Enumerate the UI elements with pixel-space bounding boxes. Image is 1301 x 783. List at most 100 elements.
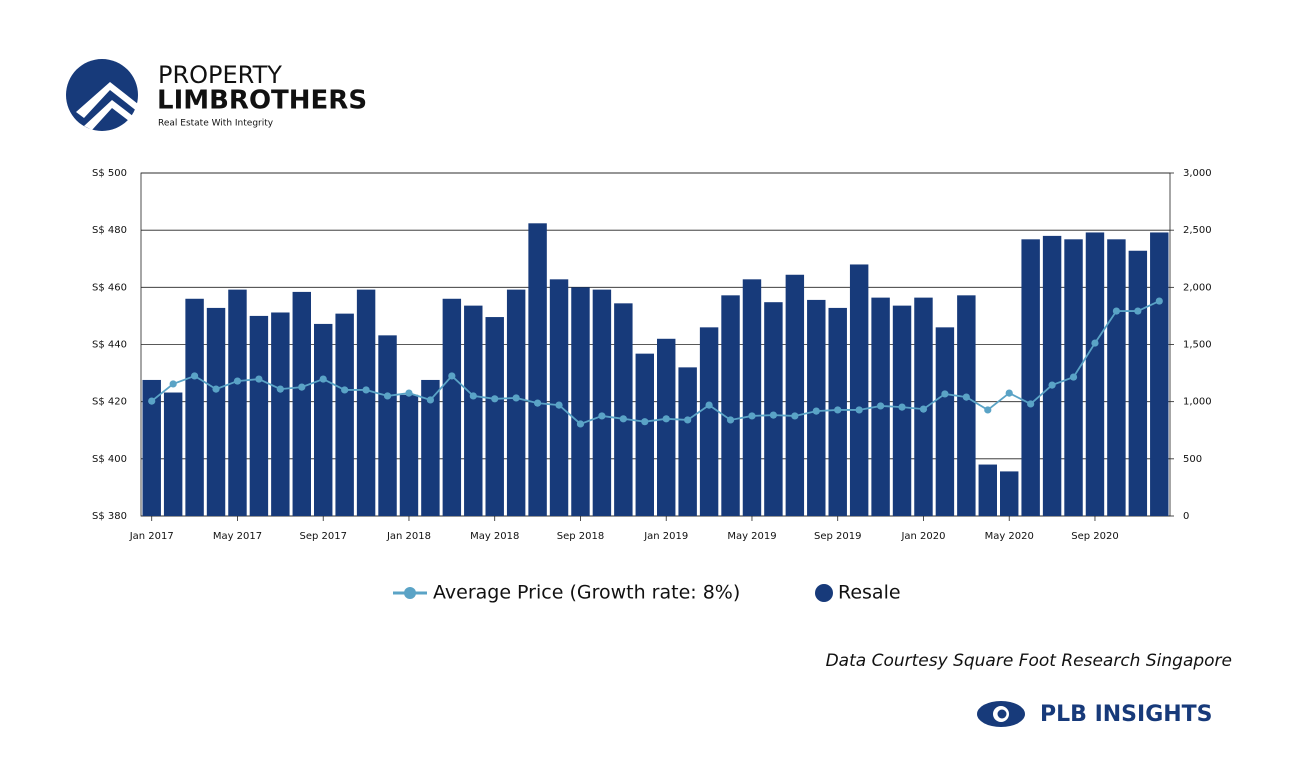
line-point (641, 418, 649, 426)
x-tick-label: May 2019 (727, 531, 776, 542)
x-tick-label: May 2018 (470, 531, 519, 542)
line-point (941, 390, 949, 398)
line-point (1048, 381, 1056, 389)
tagline: Real Estate With Integrity (158, 119, 274, 129)
line-point (491, 395, 499, 403)
bar (742, 279, 762, 516)
y-tick-label: S$ 400 (92, 454, 127, 465)
x-tick-label: Jan 2017 (129, 531, 174, 542)
y2-tick-label: 0 (1183, 511, 1189, 522)
line-point (1155, 297, 1163, 305)
bar (1021, 239, 1040, 516)
bar (978, 464, 997, 516)
y-tick-label: S$ 500 (92, 168, 127, 179)
line-point (169, 380, 177, 388)
legend-label: Resale (838, 582, 901, 604)
line-point (319, 375, 327, 383)
y2-tick-label: 500 (1183, 454, 1202, 465)
bar (1042, 235, 1062, 516)
source-note: Data Courtesy Square Foot Research Singa… (826, 651, 1232, 671)
bar (421, 379, 440, 516)
line-point (576, 420, 585, 428)
x-tick-label: Jan 2018 (386, 531, 431, 542)
x-tick-label: Sep 2020 (1071, 531, 1118, 542)
bar (206, 307, 226, 516)
line-point (212, 385, 220, 393)
y-tick-label: S$ 480 (92, 225, 127, 236)
line-point (1005, 389, 1013, 397)
line-point (984, 406, 992, 414)
y-tick-label: S$ 420 (92, 397, 127, 408)
y-tick-label: S$ 440 (92, 340, 127, 351)
legend-swatch (815, 584, 833, 602)
bar (935, 327, 955, 516)
bar (1128, 250, 1148, 516)
line-point (769, 411, 778, 419)
x-tick-label: May 2017 (213, 531, 262, 542)
line-point (748, 412, 756, 420)
bar (635, 353, 654, 516)
y2-tick-label: 1,500 (1183, 340, 1212, 351)
line-point (233, 377, 242, 385)
line-point (512, 394, 520, 402)
bar (163, 392, 183, 516)
line-point (962, 393, 970, 401)
line-point (469, 392, 477, 400)
y2-tick-label: 1,000 (1183, 397, 1212, 408)
line-point (619, 415, 627, 423)
bar (356, 289, 376, 516)
line-point (791, 412, 799, 420)
line-point (426, 396, 435, 404)
line-point (276, 385, 284, 393)
brand-top: PROPERTY (158, 61, 282, 89)
bar (614, 303, 633, 516)
bar (142, 379, 161, 516)
line-point (919, 405, 928, 413)
line-point (1027, 400, 1035, 408)
line-point (834, 406, 842, 414)
bar (1085, 232, 1105, 516)
line-point (898, 403, 906, 411)
x-tick-label: Jan 2020 (900, 531, 945, 542)
line-point (448, 372, 456, 380)
bar (271, 312, 290, 516)
bar (335, 313, 354, 516)
line-point (1091, 339, 1099, 347)
line-point (298, 383, 306, 391)
y-tick-label: S$ 380 (92, 511, 127, 522)
line-point (876, 402, 885, 410)
line-point (684, 416, 692, 424)
bar (785, 274, 805, 516)
bar (1107, 239, 1126, 516)
bar (849, 264, 869, 516)
y2-tick-label: 2,000 (1183, 282, 1212, 293)
plot-frame (140, 172, 1171, 517)
bar (571, 287, 590, 516)
line-point (148, 397, 156, 405)
bar (464, 305, 483, 516)
bar (592, 289, 612, 516)
x-tick-label: Sep 2017 (299, 531, 346, 542)
line-point (855, 406, 863, 414)
bar (506, 289, 526, 516)
logo-chevron (76, 82, 138, 118)
line-point (705, 401, 713, 409)
line-point (1134, 307, 1142, 315)
bar (699, 327, 719, 516)
legend-label: Average Price (Growth rate: 8%) (433, 582, 740, 604)
line-point (812, 407, 820, 415)
bar (249, 315, 269, 516)
line-point (555, 401, 563, 409)
bar (399, 394, 419, 516)
x-tick-label: Sep 2019 (814, 531, 861, 542)
bar (292, 291, 311, 516)
bar (314, 323, 333, 516)
bar (1000, 471, 1019, 516)
line-point (1112, 307, 1121, 315)
footer-logo (977, 701, 1025, 727)
x-tick-label: May 2020 (985, 531, 1034, 542)
legend-swatch (404, 587, 416, 599)
bar (892, 305, 912, 516)
line-point (598, 412, 606, 420)
